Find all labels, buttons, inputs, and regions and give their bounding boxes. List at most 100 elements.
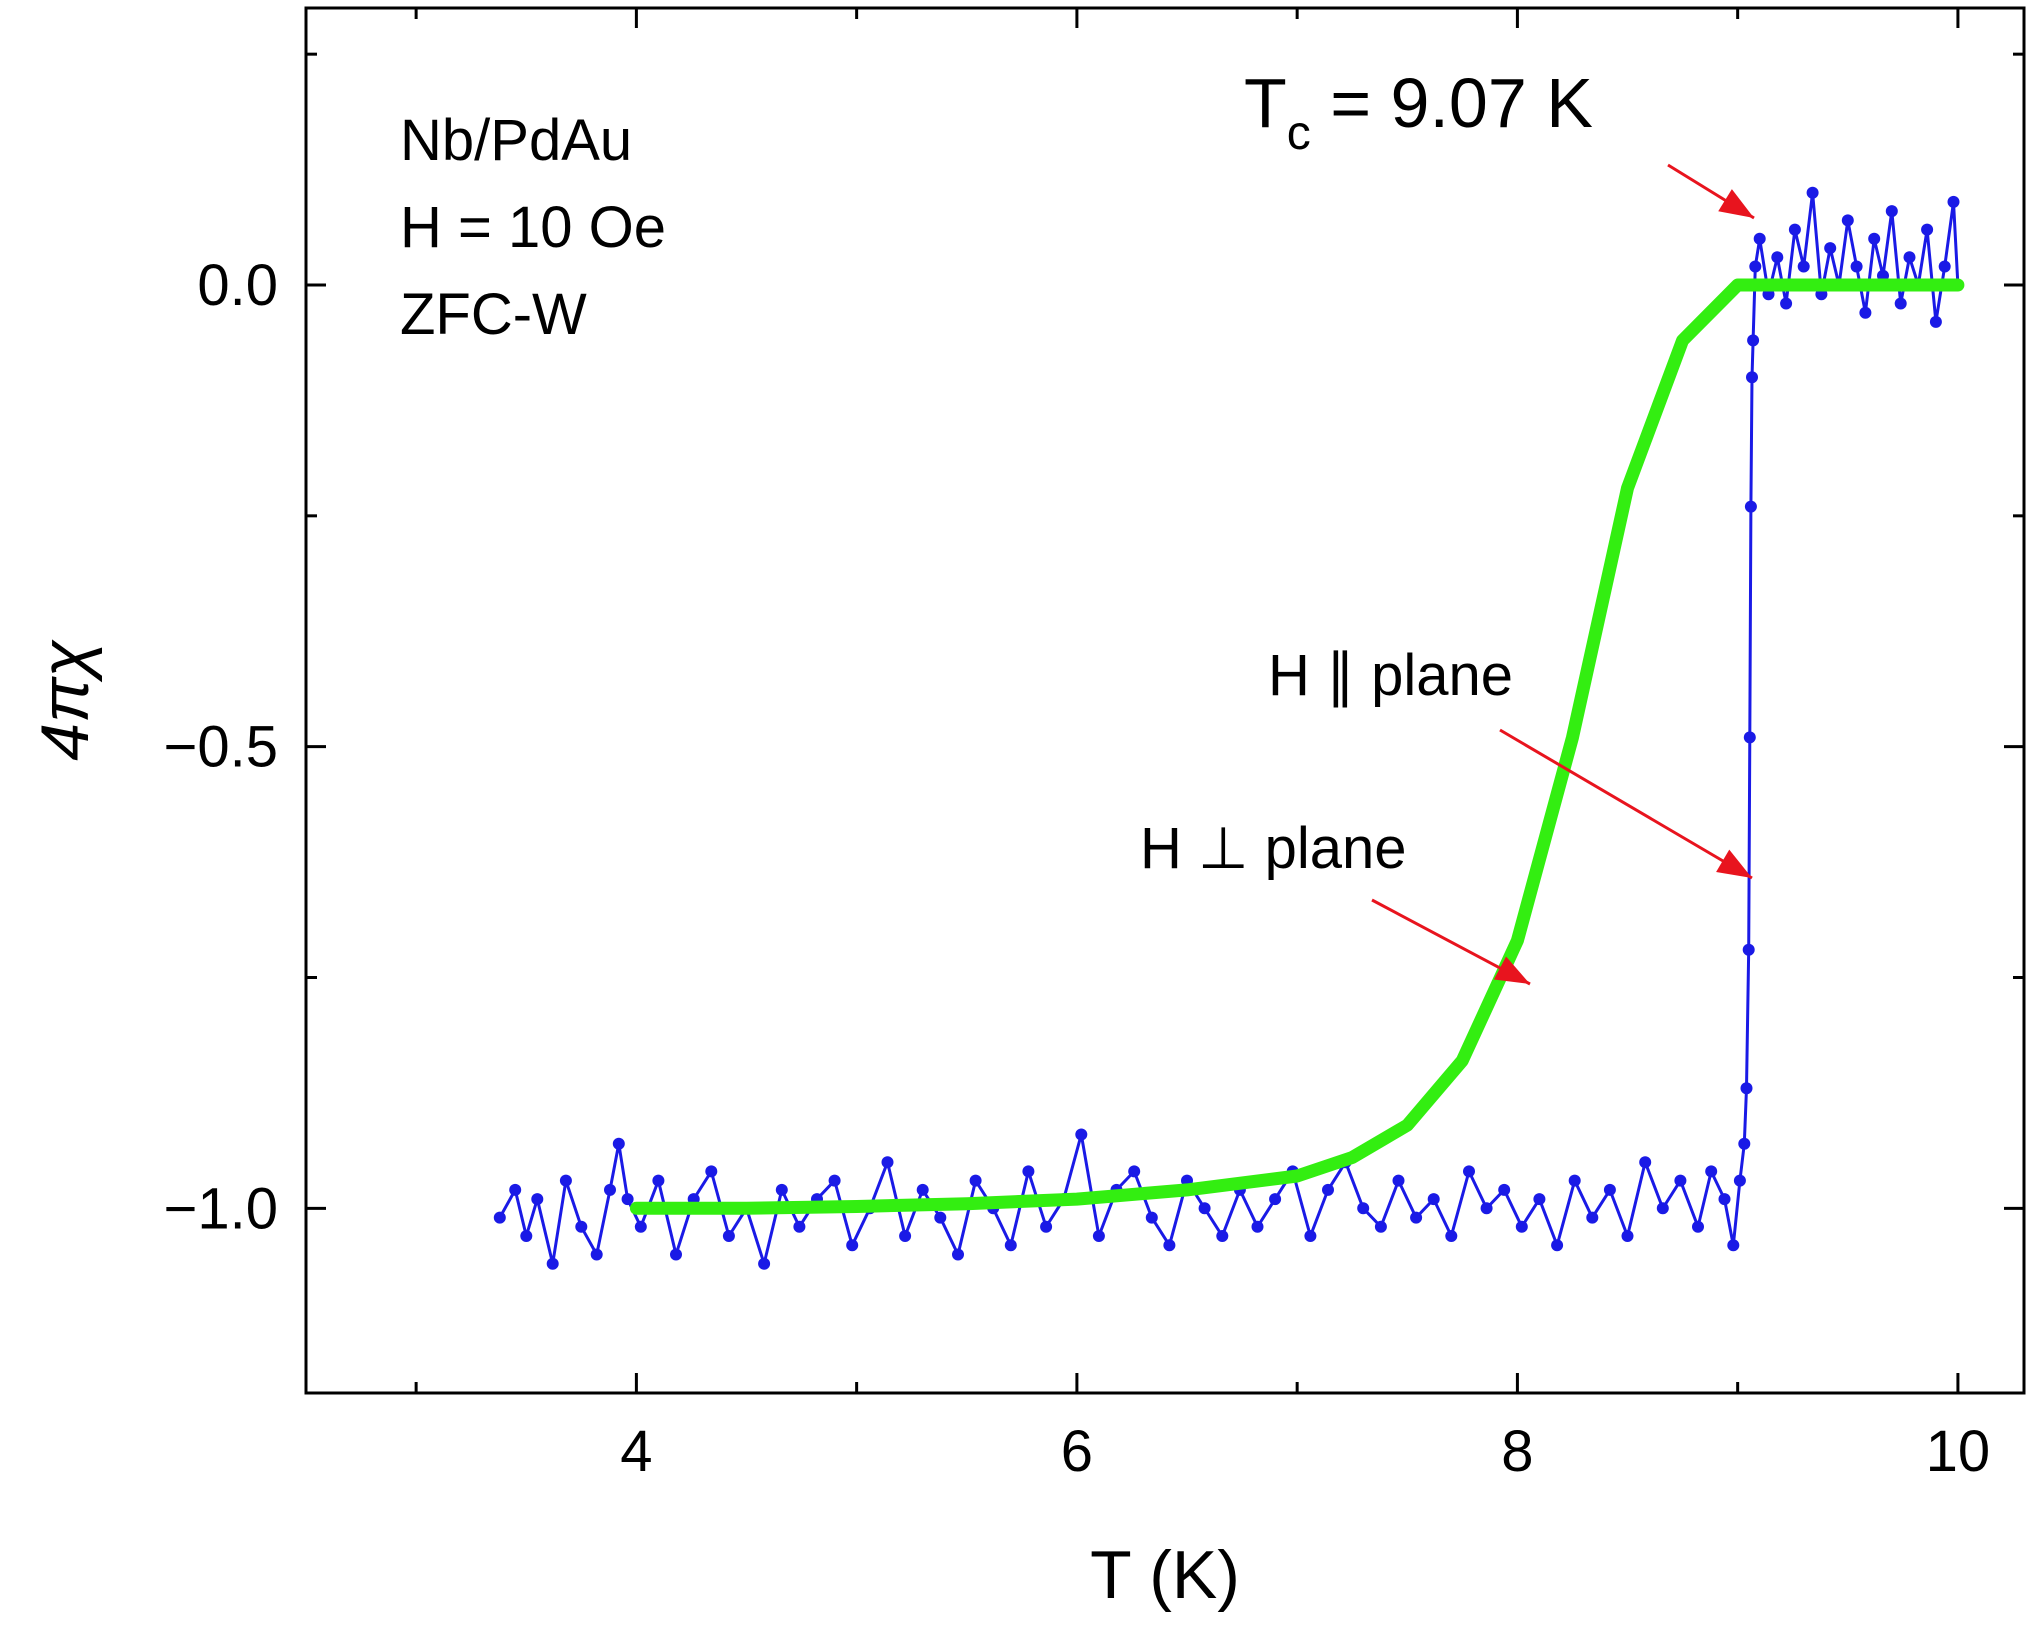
- data-point-parallel: [1749, 260, 1762, 273]
- data-point-parallel: [1738, 1137, 1751, 1150]
- data-point-parallel: [1929, 315, 1942, 328]
- data-point-parallel: [952, 1248, 964, 1261]
- series-line-perpendicular: [629, 278, 1965, 1215]
- data-point-parallel: [1692, 1220, 1704, 1233]
- series-line-parallel: [498, 192, 1960, 1270]
- data-point-parallel: [899, 1230, 912, 1242]
- data-point-parallel: [1269, 1193, 1282, 1206]
- data-point-parallel: [1128, 1165, 1141, 1178]
- data-point-parallel: [1753, 232, 1766, 245]
- data-point-parallel: [1198, 1202, 1211, 1215]
- data-point-parallel: [1947, 195, 1960, 208]
- x-tick-label: 4: [620, 1419, 652, 1484]
- data-point-parallel: [546, 1257, 559, 1270]
- data-point-parallel: [1740, 1082, 1753, 1095]
- data-point-parallel: [846, 1239, 859, 1252]
- data-point-parallel: [1480, 1202, 1493, 1215]
- y-tick-label: 0.0: [197, 253, 278, 318]
- data-point-parallel: [1445, 1230, 1458, 1242]
- data-point-parallel: [1705, 1165, 1718, 1178]
- data-point-parallel: [520, 1230, 533, 1242]
- annotation-arrows: [1371, 163, 1755, 986]
- data-point-parallel: [1885, 205, 1898, 218]
- data-point-parallel: [634, 1220, 647, 1233]
- data-point-parallel: [1674, 1174, 1687, 1187]
- data-point-parallel: [604, 1183, 616, 1196]
- series-layer: [493, 186, 1965, 1270]
- data-point-parallel: [1586, 1211, 1599, 1224]
- data-point-parallel: [881, 1156, 894, 1169]
- data-point-parallel: [1304, 1230, 1317, 1242]
- data-point-parallel: [1251, 1220, 1264, 1233]
- data-point-parallel: [575, 1220, 588, 1233]
- data-point-parallel: [1868, 232, 1881, 245]
- data-point-parallel: [531, 1193, 544, 1206]
- tc-annotation-rest: = 9.07 K: [1311, 64, 1593, 142]
- data-point-parallel: [1797, 260, 1810, 273]
- x-tick-label: 8: [1501, 1419, 1533, 1484]
- data-point-parallel: [1824, 242, 1837, 255]
- perpendicular-series-label: H ⊥ plane: [1140, 816, 1407, 881]
- data-point-parallel: [1656, 1202, 1669, 1215]
- data-point-parallel: [1357, 1202, 1370, 1215]
- data-point-parallel: [1498, 1183, 1511, 1196]
- data-point-parallel: [775, 1183, 788, 1196]
- data-point-parallel: [1568, 1174, 1581, 1187]
- axes-layer: 4 6 8 10 −1.0 −0.5 0.0: [164, 6, 2026, 1484]
- data-point-parallel: [1771, 251, 1784, 264]
- data-point-parallel: [493, 1211, 506, 1224]
- data-point-parallel: [1392, 1174, 1405, 1187]
- data-point-parallel: [793, 1220, 806, 1233]
- data-point-parallel: [1533, 1193, 1546, 1206]
- x-tick-label: 10: [1926, 1419, 1991, 1484]
- tc-annotation-main: T: [1244, 64, 1287, 142]
- data-point-parallel: [1727, 1239, 1740, 1252]
- data-point-parallel: [1718, 1193, 1731, 1206]
- data-point-parallel: [1806, 186, 1819, 199]
- field-label: H = 10 Oe: [400, 195, 666, 260]
- x-tick-label: 6: [1061, 1419, 1093, 1484]
- data-point-parallel: [934, 1211, 947, 1224]
- x-axis-title: T (K): [1090, 1537, 1240, 1613]
- data-point-parallel: [1621, 1230, 1634, 1242]
- parallel-series-label: H ∥ plane: [1268, 643, 1513, 708]
- data-point-parallel: [1004, 1239, 1017, 1252]
- tc-annotation: Tc = 9.07 K: [1244, 64, 1593, 160]
- data-point-parallel: [1744, 500, 1757, 513]
- data-point-parallel: [559, 1174, 572, 1187]
- data-point-parallel: [1463, 1165, 1475, 1178]
- y-axis-title: 4πχ: [27, 638, 103, 760]
- data-point-parallel: [1145, 1211, 1158, 1224]
- data-point-parallel: [1841, 214, 1854, 227]
- data-point-parallel: [1022, 1165, 1035, 1178]
- sample-name-label: Nb/PdAu: [400, 108, 632, 173]
- data-point-parallel: [722, 1230, 735, 1242]
- data-point-parallel: [652, 1174, 665, 1187]
- data-point-parallel: [1163, 1239, 1176, 1252]
- data-point-parallel: [1780, 297, 1793, 310]
- data-point-parallel: [1747, 334, 1760, 347]
- tc-annotation-sub: c: [1287, 107, 1311, 160]
- data-point-parallel: [1733, 1174, 1746, 1187]
- data-point-parallel: [828, 1174, 841, 1187]
- data-point-parallel: [590, 1248, 603, 1261]
- tc-arrow-head: [1718, 189, 1754, 218]
- data-point-parallel: [1374, 1220, 1387, 1233]
- data-point-parallel: [1216, 1230, 1229, 1242]
- data-point-parallel: [1859, 306, 1872, 319]
- tick-group: 4 6 8 10 −1.0 −0.5 0.0: [164, 8, 2024, 1484]
- data-point-parallel: [509, 1183, 522, 1196]
- data-point-parallel: [1410, 1211, 1423, 1224]
- data-point-parallel: [1040, 1220, 1053, 1233]
- data-point-parallel: [621, 1193, 634, 1206]
- data-point-parallel: [612, 1137, 625, 1150]
- data-point-parallel: [1092, 1230, 1105, 1242]
- data-point-parallel: [1743, 731, 1756, 744]
- data-point-parallel: [1322, 1183, 1334, 1196]
- data-point-parallel: [1788, 223, 1801, 236]
- perpendicular-arrow-head: [1493, 956, 1530, 984]
- data-point-parallel: [1639, 1156, 1652, 1169]
- data-point-parallel: [1075, 1128, 1088, 1141]
